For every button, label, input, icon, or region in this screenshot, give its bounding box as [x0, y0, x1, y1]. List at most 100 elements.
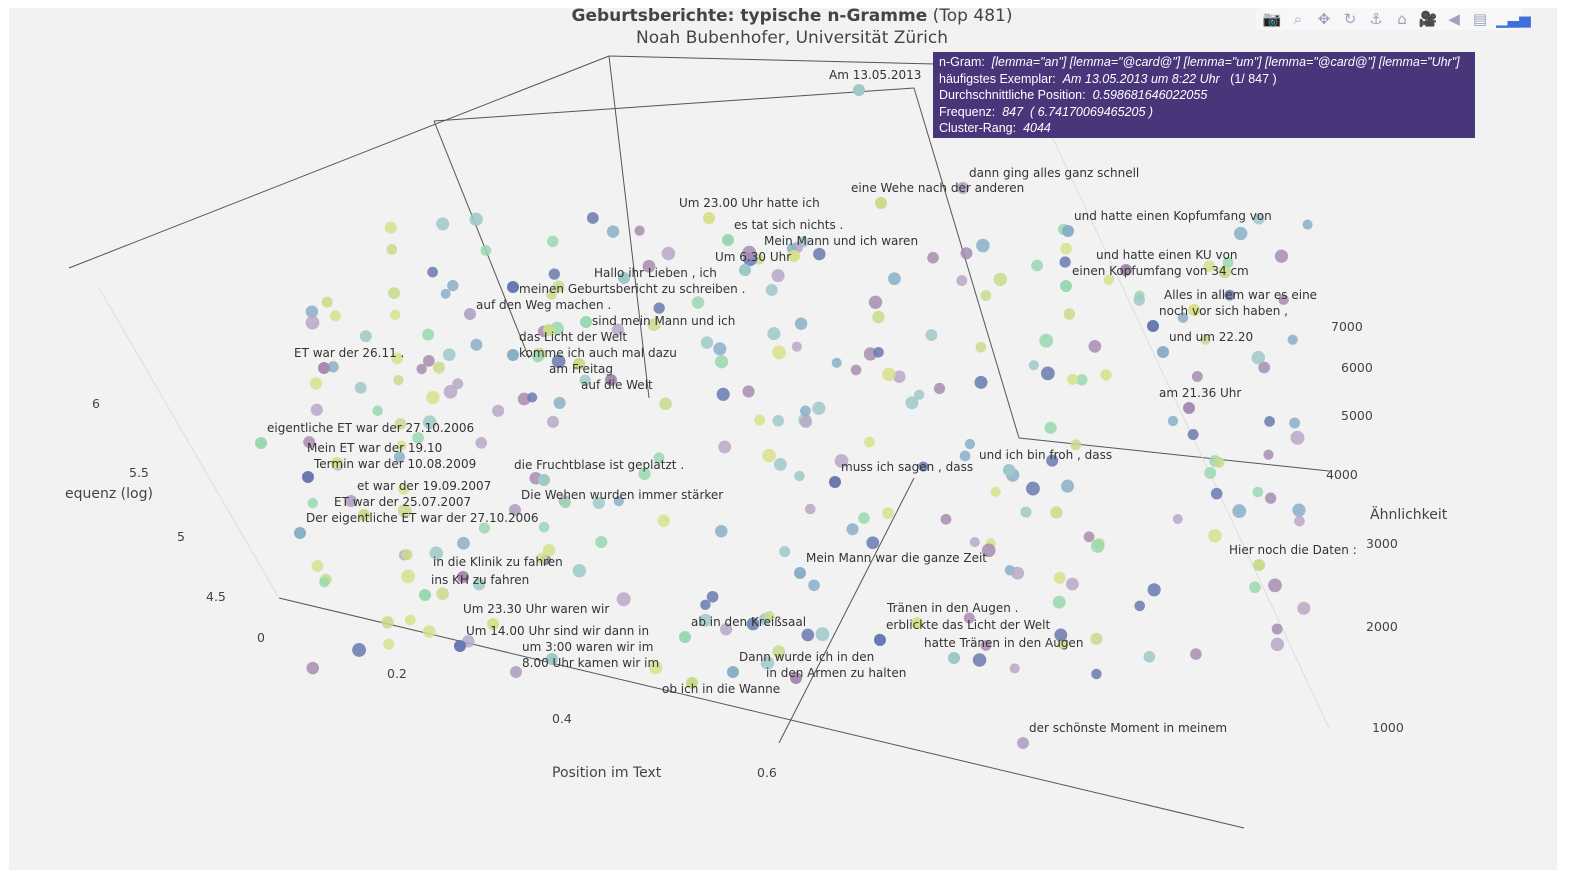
- data-point: [560, 497, 571, 509]
- data-point: [957, 182, 969, 194]
- data-point: [1268, 578, 1282, 593]
- data-point: [1252, 486, 1264, 498]
- book-icon[interactable]: ▤: [1472, 10, 1488, 28]
- data-point: [804, 503, 816, 515]
- data-point: [1251, 350, 1266, 365]
- point-label: noch vor sich haben ,: [1159, 304, 1288, 318]
- data-point: [779, 545, 791, 558]
- data-point: [396, 440, 407, 451]
- camera-icon[interactable]: 📷: [1262, 10, 1282, 28]
- data-point: [791, 341, 802, 352]
- data-point: [686, 677, 698, 689]
- data-point: [579, 374, 591, 386]
- orbit-icon[interactable]: ↻: [1343, 10, 1357, 28]
- data-point: [359, 330, 372, 343]
- data-point: [616, 592, 631, 607]
- data-point: [546, 415, 559, 428]
- data-point: [389, 309, 401, 321]
- data-point: [1274, 249, 1289, 263]
- data-point: [1020, 506, 1032, 518]
- data-point: [659, 397, 672, 411]
- data-point: [1133, 294, 1145, 306]
- pan-icon[interactable]: ✥: [1317, 10, 1331, 28]
- data-point: [401, 549, 413, 561]
- data-point: [925, 329, 938, 341]
- data-point: [1046, 454, 1059, 467]
- data-point: [305, 305, 319, 318]
- point-label: Hallo ihr Lieben , ich: [594, 266, 717, 280]
- data-point: [527, 392, 538, 403]
- data-point: [657, 514, 670, 527]
- data-point: [536, 552, 548, 564]
- point-label: es tat sich nichts .: [734, 218, 844, 232]
- data-point: [980, 290, 992, 301]
- point-label: und ich bin froh , dass: [979, 448, 1113, 462]
- data-point: [1290, 430, 1305, 445]
- data-point: [722, 234, 734, 246]
- data-point: [905, 396, 919, 410]
- point-label: Um 23.00 Uhr hatte ich: [679, 196, 820, 210]
- data-point: [1213, 456, 1225, 468]
- data-point: [443, 384, 458, 399]
- data-point: [1218, 265, 1232, 279]
- data-point: [742, 385, 755, 398]
- data-point: [1017, 737, 1029, 749]
- y-axis-title: Ähnlichkeit: [1370, 507, 1448, 523]
- data-point: [739, 264, 751, 276]
- data-point: [573, 358, 585, 370]
- data-point: [700, 599, 711, 611]
- data-point: [974, 375, 988, 389]
- modebar: 📷 ⌕ ✥ ↻ ⚓ ⌂ 🎥 ◀ ▤ ▁▃▅: [1256, 8, 1531, 30]
- tag-icon[interactable]: ◀: [1448, 10, 1460, 28]
- data-point: [416, 363, 427, 375]
- data-point: [1088, 340, 1102, 353]
- data-point: [532, 350, 544, 363]
- point-label: einen Kopfumfang von 34 cm: [1072, 264, 1249, 278]
- data-point: [913, 389, 925, 400]
- data-point: [310, 403, 323, 416]
- chart-subtitle: Noah Bubenhofer, Universität Zürich: [635, 28, 949, 48]
- data-point: [432, 361, 446, 374]
- data-point: [553, 396, 566, 409]
- data-point: [345, 495, 357, 507]
- data-point: [1200, 334, 1211, 345]
- point-label: meinen Geburtsbericht zu schreiben .: [519, 282, 746, 296]
- data-point: [1172, 514, 1183, 525]
- data-point: [1039, 333, 1054, 348]
- data-point: [1060, 242, 1072, 255]
- data-point: [1289, 417, 1301, 429]
- data-point: [653, 302, 665, 314]
- data-point: [948, 652, 960, 664]
- plotly-logo-icon[interactable]: ▁▃▅: [1496, 10, 1531, 28]
- data-point: [391, 352, 404, 365]
- data-point: [319, 577, 330, 588]
- y-axis-tick: 4000: [1326, 467, 1358, 482]
- point-label: ab in den Kreißsaal: [691, 615, 807, 629]
- data-point: [1191, 370, 1203, 382]
- data-point: [517, 392, 531, 406]
- data-point: [980, 640, 992, 651]
- data-point: [829, 476, 841, 488]
- point-label: muss ich sagen , dass: [841, 460, 974, 474]
- camera-video-icon[interactable]: 🎥: [1418, 10, 1438, 28]
- plot-area[interactable]: Geburtsberichte: typische n-Gramme (Top …: [9, 6, 1557, 870]
- data-point: [543, 324, 555, 336]
- point-label: das Licht der Welt: [519, 330, 628, 344]
- data-point: [893, 370, 906, 383]
- data-point: [875, 197, 887, 209]
- point-label: et war der 19.09.2007: [357, 479, 492, 493]
- turntable-icon[interactable]: ⚓: [1369, 10, 1383, 28]
- y-axis-tick: 5000: [1341, 408, 1373, 423]
- z-axis-title: equenz (log): [65, 486, 153, 502]
- point-label: eigentliche ET war der 27.10.2006: [267, 421, 475, 435]
- point-label: am Freitag: [549, 362, 613, 376]
- point-label: auf die Welt: [581, 378, 653, 392]
- zoom-icon[interactable]: ⌕: [1293, 10, 1303, 28]
- data-point: [1224, 289, 1236, 301]
- data-point: [452, 378, 464, 390]
- data-point: [1264, 492, 1277, 504]
- data-point: [1292, 503, 1306, 517]
- y-axis-tick: 2000: [1366, 619, 1398, 634]
- point-label: am 21.36 Uhr: [1159, 386, 1242, 400]
- home-icon[interactable]: ⌂: [1397, 10, 1407, 28]
